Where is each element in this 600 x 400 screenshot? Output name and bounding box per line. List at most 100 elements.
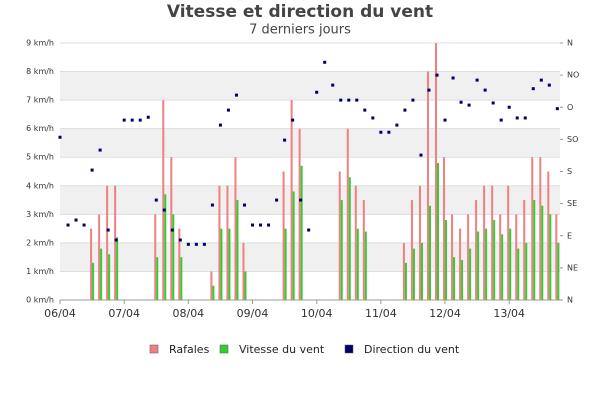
point [114, 238, 118, 242]
bar [555, 214, 558, 300]
bar [180, 257, 183, 300]
bar [116, 237, 119, 300]
bar [459, 228, 462, 300]
point [234, 93, 238, 97]
point [210, 203, 214, 207]
bar [469, 248, 472, 300]
point [307, 228, 311, 232]
y2-tick-label: N [567, 296, 573, 305]
point [531, 87, 535, 91]
legend-label: Rafales [169, 343, 210, 356]
y-tick-label: 2 km/h [26, 238, 54, 247]
point [475, 78, 479, 82]
y-tick-label: 6 km/h [26, 124, 54, 133]
y-tick-label: 3 km/h [26, 210, 54, 219]
bar [282, 171, 285, 300]
legend-label: Direction du vent [364, 343, 460, 356]
x-tick-label: 08/04 [172, 307, 204, 320]
point [275, 198, 279, 202]
y-tick-label: 8 km/h [26, 67, 54, 76]
point [170, 228, 174, 232]
y2-tick-label: E [567, 231, 572, 240]
bar [284, 228, 287, 300]
point [259, 223, 263, 227]
bar [98, 214, 101, 300]
bar [410, 200, 413, 300]
chart-title: Vitesse et direction du vent [167, 2, 433, 22]
bar [507, 185, 510, 300]
point [339, 98, 343, 102]
bar [154, 214, 157, 300]
bar [290, 100, 293, 300]
bar [172, 214, 175, 300]
bar [362, 200, 365, 300]
bar [236, 200, 239, 300]
bar [348, 177, 351, 300]
point [547, 83, 551, 87]
y-tick-label: 0 km/h [26, 296, 54, 305]
point [363, 108, 367, 112]
bar [547, 171, 550, 300]
bar [298, 128, 301, 300]
point [387, 130, 391, 134]
bar [114, 185, 117, 300]
bar [420, 242, 423, 300]
point [186, 242, 190, 246]
point [178, 238, 182, 242]
point [435, 73, 439, 77]
bar [533, 200, 536, 300]
bar [244, 271, 247, 300]
point [226, 108, 230, 112]
grid-band [60, 71, 560, 101]
point [106, 228, 110, 232]
y-tick-label: 5 km/h [26, 153, 54, 162]
bar [340, 200, 343, 300]
point [218, 123, 222, 127]
point [291, 118, 295, 122]
point [483, 88, 487, 92]
y-tick-label: 1 km/h [26, 267, 54, 276]
bar [531, 157, 534, 300]
point [419, 153, 423, 157]
point [523, 116, 527, 120]
bar [412, 248, 415, 300]
bar [557, 242, 560, 300]
bar [523, 200, 526, 300]
bar [404, 262, 407, 300]
point [379, 130, 383, 134]
x-tick-label: 13/04 [493, 307, 525, 320]
point [555, 107, 559, 111]
legend-swatch [219, 344, 229, 354]
point [154, 198, 158, 202]
point [162, 208, 166, 212]
x-tick-label: 10/04 [301, 307, 333, 320]
point [411, 98, 415, 102]
point [347, 98, 351, 102]
y2-tick-label: NE [567, 263, 578, 272]
x-tick-label: 09/04 [237, 307, 269, 320]
point [459, 100, 463, 104]
bar [437, 162, 440, 300]
grid-band [60, 128, 560, 158]
bar [178, 228, 181, 300]
bar [300, 165, 303, 300]
y2-tick-label: S [567, 167, 572, 176]
point [323, 60, 327, 64]
bar [541, 205, 544, 300]
point [427, 88, 431, 92]
legend-swatch [149, 344, 159, 354]
bar [100, 248, 103, 300]
point [491, 101, 495, 105]
y2-tick-label: N [567, 39, 573, 48]
point [507, 105, 511, 109]
bar [445, 220, 448, 300]
bar [218, 185, 221, 300]
point [138, 118, 142, 122]
point [355, 98, 359, 102]
point [539, 78, 543, 82]
y-tick-label: 4 km/h [26, 181, 54, 190]
legend-swatch [344, 344, 354, 354]
point [283, 138, 287, 142]
bar [491, 185, 494, 300]
point [451, 76, 455, 80]
